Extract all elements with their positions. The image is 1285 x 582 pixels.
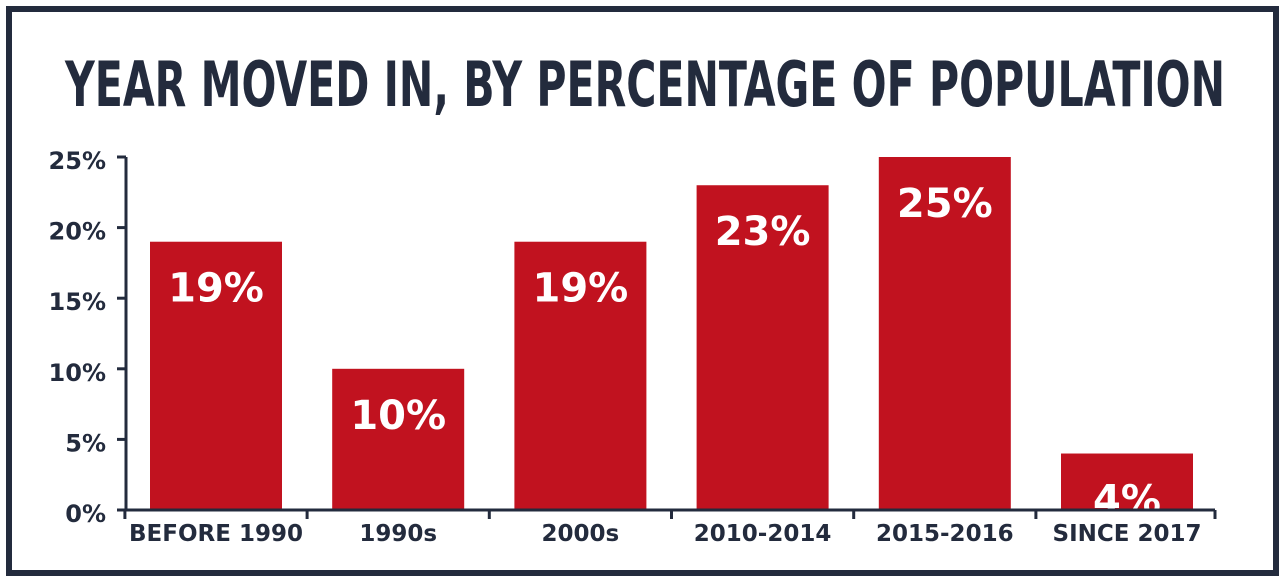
x-tick-label: 2000s <box>542 521 620 547</box>
y-tick-label: 0% <box>65 500 106 528</box>
x-tick-label: 2015-2016 <box>876 521 1014 547</box>
bar-data-label: 10% <box>350 393 446 439</box>
x-tick-label: 2010-2014 <box>694 521 832 547</box>
x-axis: BEFORE 1990 1990s 2000s 2010-2014 2015-2016 S… <box>123 508 1217 547</box>
bar-data-label: 23% <box>715 209 811 255</box>
bar <box>696 185 829 511</box>
x-tick-label: 1990s <box>359 521 437 547</box>
bar <box>878 157 1011 510</box>
bar <box>332 368 465 510</box>
x-tick-label: BEFORE 1990 <box>129 521 303 547</box>
bar-data-label: 4% <box>1093 478 1161 524</box>
y-tick-label: 20% <box>49 218 106 246</box>
y-tick-label: 10% <box>49 359 106 387</box>
bars: 19% 10% 19% 23% 25% 4% <box>150 157 1193 524</box>
chart-title: YEAR MOVED IN, BY PERCENTAGE OF POPULATI… <box>64 48 1225 121</box>
y-axis: 0% 5% 10% 15% 20% 25% <box>49 147 128 528</box>
y-tick-label: 25% <box>49 147 106 175</box>
x-tick-label: SINCE 2017 <box>1053 521 1202 547</box>
bar <box>514 241 647 510</box>
bar <box>150 241 282 510</box>
bar-data-label: 25% <box>897 181 993 227</box>
bar-data-label: 19% <box>533 266 629 312</box>
bar <box>1061 453 1193 510</box>
y-tick-label: 5% <box>65 429 106 457</box>
bar-data-label: 19% <box>168 266 264 312</box>
y-tick-label: 15% <box>49 288 106 316</box>
